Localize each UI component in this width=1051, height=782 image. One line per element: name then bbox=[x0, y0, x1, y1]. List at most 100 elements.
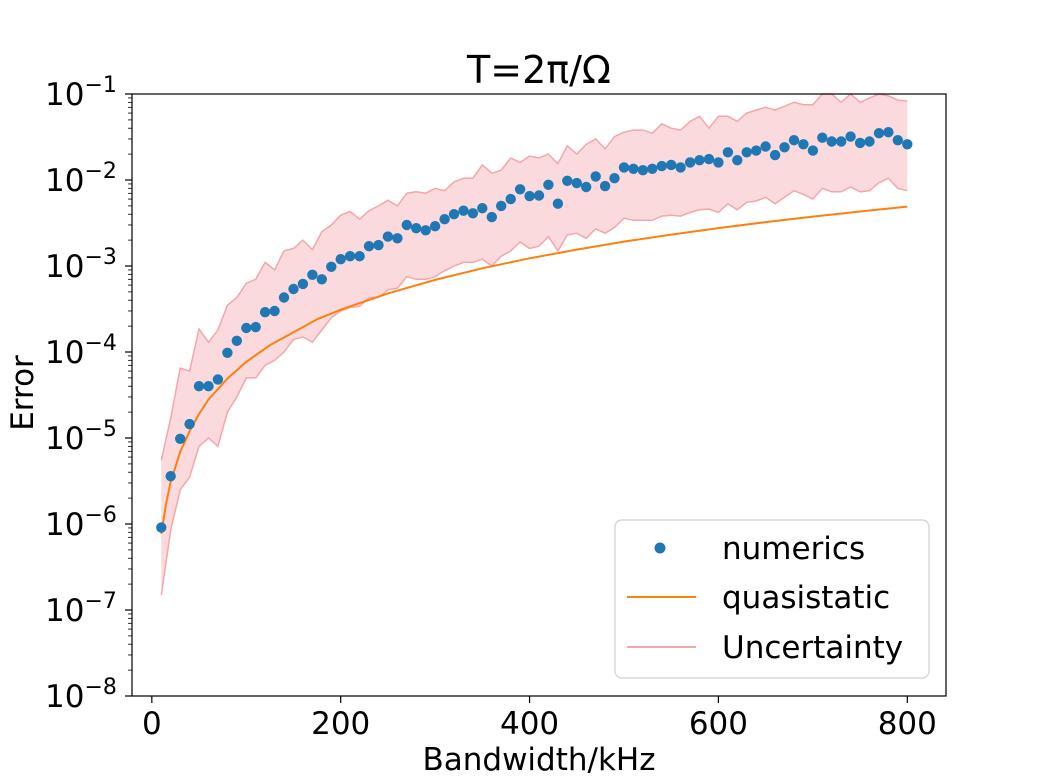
numerics-point bbox=[732, 155, 743, 166]
numerics-point bbox=[836, 136, 847, 147]
numerics-point bbox=[524, 190, 535, 202]
numerics-point bbox=[637, 165, 649, 176]
numerics-point bbox=[175, 433, 186, 444]
numerics-point bbox=[675, 162, 686, 173]
uncertainty-lower-line bbox=[160, 177, 908, 596]
numerics-point bbox=[543, 179, 554, 190]
numerics-point bbox=[203, 381, 214, 392]
numerics-point bbox=[769, 149, 781, 161]
numerics-point bbox=[448, 209, 460, 220]
numerics-point bbox=[902, 139, 913, 150]
numerics-point bbox=[326, 261, 337, 272]
numerics-point bbox=[486, 211, 497, 223]
numerics-point bbox=[278, 292, 290, 303]
numerics-point bbox=[307, 269, 318, 280]
y-tick-label: 10−8 bbox=[45, 675, 117, 715]
numerics-point bbox=[363, 241, 375, 252]
numerics-point bbox=[193, 381, 205, 392]
numerics-point bbox=[222, 347, 233, 358]
legend: numerics quasistatic Uncertainty bbox=[614, 519, 930, 679]
y-tick-label: 10−6 bbox=[45, 503, 117, 543]
numerics-point bbox=[798, 139, 809, 150]
x-axis-label: Bandwidth/kHz bbox=[422, 742, 655, 778]
numerics-point bbox=[666, 159, 677, 171]
numerics-point bbox=[873, 128, 885, 139]
y-tick-label: 10−7 bbox=[45, 589, 117, 629]
numerics-point bbox=[779, 142, 790, 153]
x-tick-label: 600 bbox=[689, 706, 748, 742]
y-tick-label: 10−2 bbox=[45, 159, 117, 199]
numerics-point bbox=[382, 231, 394, 242]
uncertainty-upper-line bbox=[160, 93, 908, 461]
numerics-point bbox=[854, 137, 866, 149]
chart-title: T=2π/Ω bbox=[466, 48, 611, 92]
numerics-point bbox=[864, 136, 875, 147]
y-tick-label: 10−5 bbox=[45, 417, 117, 457]
numerics-point bbox=[344, 251, 356, 262]
numerics-point bbox=[231, 335, 242, 346]
numerics-point bbox=[741, 147, 752, 158]
numerics-point bbox=[269, 305, 280, 317]
numerics-point bbox=[609, 173, 620, 184]
legend-label-uncertainty: Uncertainty bbox=[722, 630, 903, 666]
numerics-point bbox=[703, 153, 715, 165]
numerics-point bbox=[590, 171, 601, 182]
numerics-point bbox=[439, 214, 450, 225]
numerics-point bbox=[656, 160, 667, 172]
numerics-point bbox=[751, 145, 762, 156]
numerics-point bbox=[628, 163, 639, 174]
numerics-point bbox=[288, 283, 299, 295]
numerics-point bbox=[684, 157, 696, 168]
numerics-point bbox=[250, 321, 261, 333]
y-tick-label: 10−3 bbox=[45, 245, 117, 285]
uncertainty-band bbox=[161, 94, 908, 595]
numerics-point bbox=[429, 221, 441, 232]
legend-box bbox=[614, 519, 930, 679]
numerics-point bbox=[571, 177, 582, 189]
numerics-point bbox=[713, 157, 724, 168]
numerics-point bbox=[335, 254, 346, 265]
numerics-point bbox=[581, 181, 592, 193]
numerics-point bbox=[760, 141, 771, 152]
numerics-point bbox=[477, 203, 488, 214]
numerics-point bbox=[883, 127, 894, 138]
numerics-point bbox=[156, 522, 167, 533]
numerics-point bbox=[514, 184, 526, 195]
x-tick-label: 400 bbox=[500, 706, 559, 742]
plot-area bbox=[156, 93, 913, 596]
numerics-point bbox=[241, 322, 252, 334]
numerics-point bbox=[552, 198, 564, 209]
numerics-point bbox=[892, 135, 903, 146]
quasistatic-line bbox=[160, 205, 908, 534]
legend-label-quasistatic: quasistatic bbox=[722, 580, 890, 616]
x-tick-label: 800 bbox=[878, 706, 937, 742]
numerics-point bbox=[212, 374, 224, 385]
numerics-point bbox=[392, 233, 403, 244]
numerics-point bbox=[165, 471, 176, 482]
numerics-point bbox=[505, 193, 516, 205]
numerics-point bbox=[458, 205, 469, 216]
y-axis-label: Error bbox=[5, 355, 41, 431]
numerics-point bbox=[411, 223, 422, 234]
axes-ticks: 0 200 400 600 800 10−8 10−7 10−6 10−5 10−4 10−3 10−… bbox=[45, 73, 937, 742]
axes-frame bbox=[131, 93, 947, 697]
numerics-point bbox=[496, 200, 507, 212]
numerics-point bbox=[722, 147, 734, 158]
x-tick-label: 0 bbox=[142, 706, 162, 742]
numerics-point bbox=[647, 163, 658, 174]
x-tick-label: 200 bbox=[311, 706, 370, 742]
numerics-point bbox=[354, 251, 365, 262]
numerics-point bbox=[807, 145, 819, 156]
numerics-point bbox=[533, 190, 545, 201]
numerics-point bbox=[401, 219, 412, 231]
numerics-point bbox=[599, 180, 611, 192]
numerics-point bbox=[259, 307, 271, 318]
numerics-point bbox=[694, 155, 705, 166]
numerics-point bbox=[788, 135, 800, 146]
numerics-point bbox=[420, 225, 431, 236]
y-tick-label: 10−4 bbox=[45, 331, 117, 371]
numerics-point bbox=[826, 136, 837, 147]
y-tick-label: 10−1 bbox=[45, 73, 117, 113]
legend-label-numerics: numerics bbox=[722, 531, 865, 567]
